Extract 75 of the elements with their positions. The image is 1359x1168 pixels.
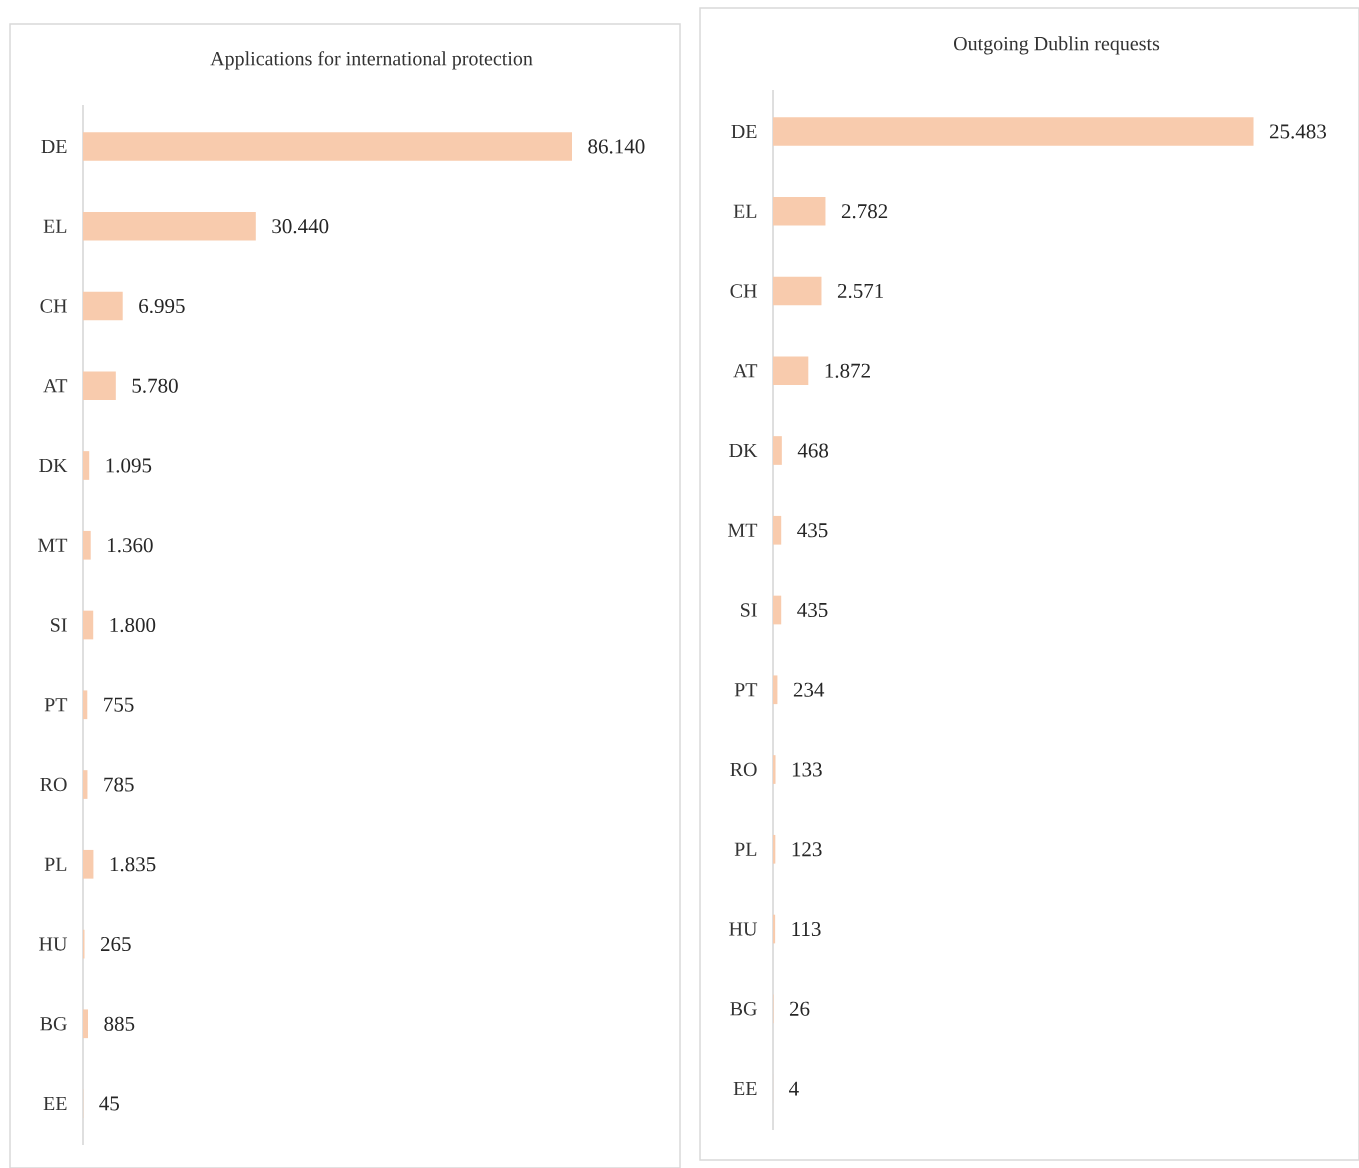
bar: [83, 451, 90, 480]
y-tick-label: DE: [731, 124, 757, 139]
data-label: 133: [792, 762, 822, 777]
data-label: 468: [797, 443, 829, 458]
y-tick-label: MT: [38, 538, 68, 552]
bar: [83, 1009, 89, 1039]
data-label: 885: [104, 1016, 135, 1031]
y-tick-label: SI: [741, 603, 757, 617]
data-label: 435: [797, 523, 828, 538]
y-tick-label: CH: [730, 284, 757, 298]
y-tick-label: PL: [44, 857, 67, 871]
data-label: 265: [100, 936, 131, 952]
bar: [83, 211, 256, 241]
y-tick-label: PL: [734, 842, 757, 856]
y-tick-label: BG: [730, 1002, 757, 1016]
bar: [83, 291, 123, 321]
chart-title: Applications for international protection: [210, 51, 533, 70]
bar: [83, 610, 94, 640]
y-tick-label: DE: [41, 139, 67, 154]
y-tick-label: BG: [40, 1017, 67, 1031]
data-label: 785: [104, 777, 134, 792]
bar: [773, 755, 776, 784]
y-tick-label: PT: [734, 683, 758, 697]
bar: [773, 595, 782, 625]
data-label: 2.571: [837, 283, 884, 299]
y-tick-label: AT: [43, 379, 68, 393]
data-label: 1.360: [108, 538, 153, 553]
data-label: 113: [792, 921, 821, 937]
y-tick-label: PT: [44, 698, 68, 712]
y-tick-label: RO: [40, 777, 67, 792]
bar: [773, 356, 809, 386]
y-tick-label: EE: [733, 1081, 757, 1096]
bar: [83, 132, 572, 161]
y-tick-label: EL: [43, 219, 67, 233]
y-tick-label: HU: [39, 937, 68, 951]
y-tick-label: CH: [40, 299, 67, 313]
data-label: 1.872: [825, 363, 870, 378]
bar: [83, 849, 94, 879]
data-label: 4: [789, 1081, 799, 1096]
bar: [773, 117, 1254, 146]
bar: [773, 276, 822, 306]
data-label: 6.995: [139, 298, 185, 314]
bar: [83, 770, 88, 799]
y-tick-label: EE: [43, 1096, 67, 1111]
y-tick-label: HU: [729, 922, 758, 936]
y-tick-label: EL: [733, 204, 757, 218]
data-label: 86.140: [588, 139, 645, 154]
bar: [83, 530, 91, 560]
y-tick-label: RO: [730, 762, 757, 777]
data-label: 25.483: [1269, 124, 1326, 139]
bar: [773, 196, 826, 226]
bar: [83, 371, 116, 401]
bar: [773, 914, 776, 944]
bar: [773, 436, 782, 465]
data-label: 26: [789, 1001, 810, 1016]
bar: [83, 690, 88, 720]
bar: [773, 675, 778, 705]
data-label: 1.095: [106, 458, 152, 473]
y-tick-label: SI: [51, 618, 67, 632]
data-label: 45: [99, 1096, 119, 1111]
data-label: 1.800: [110, 617, 156, 633]
data-label: 1.835: [110, 857, 156, 872]
data-label: 30.440: [272, 219, 329, 234]
data-label: 234: [793, 682, 825, 697]
data-label: 5.780: [132, 378, 178, 393]
y-tick-label: DK: [729, 443, 758, 458]
y-tick-label: DK: [39, 458, 68, 473]
chart-title: Outgoing Dublin requests: [954, 36, 1160, 55]
data-label: 123: [792, 842, 822, 857]
data-label: 2.782: [841, 204, 888, 219]
data-label: 435: [797, 602, 828, 618]
bar: [773, 515, 782, 545]
data-label: 755: [104, 697, 134, 712]
y-tick-label: AT: [733, 364, 758, 378]
y-tick-label: MT: [728, 523, 758, 537]
